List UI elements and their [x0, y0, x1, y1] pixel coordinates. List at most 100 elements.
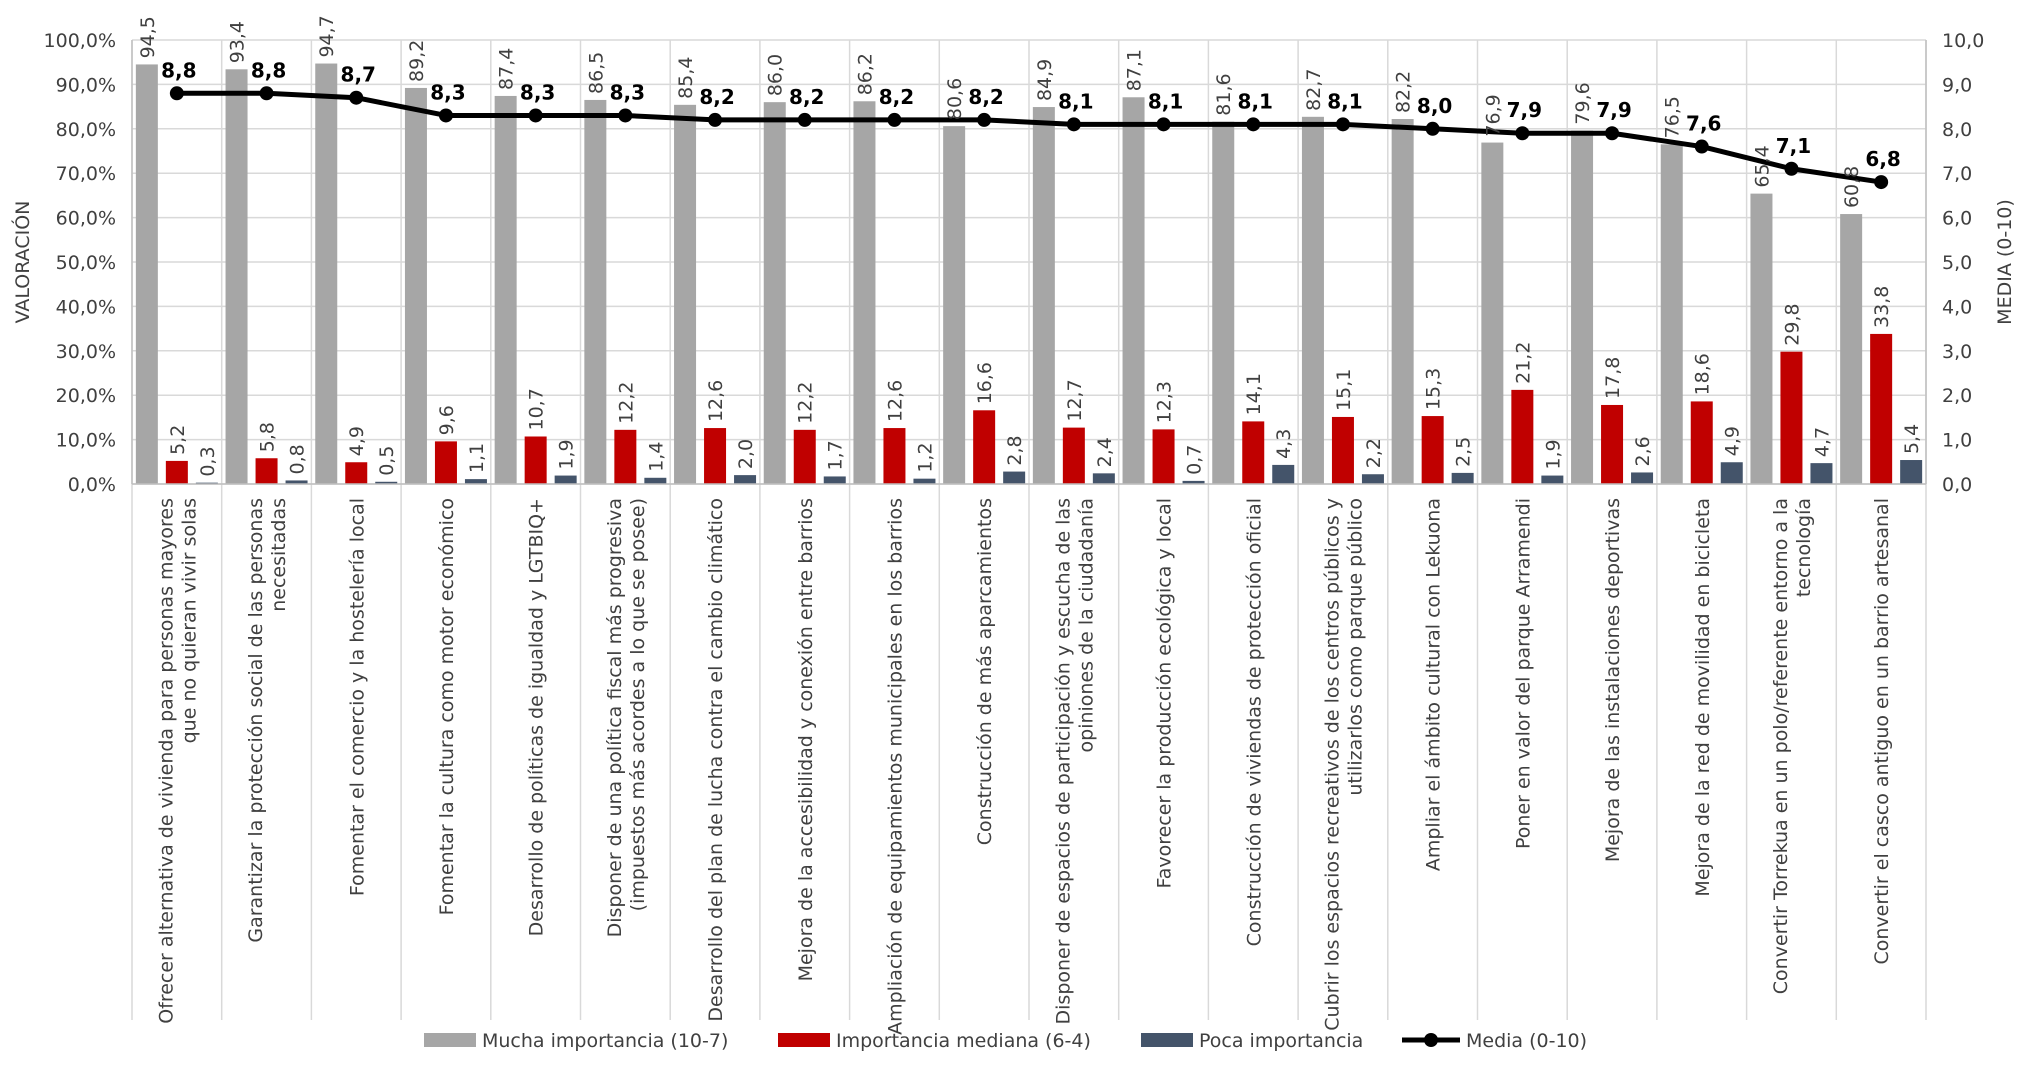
bar-mucha-importancia [763, 102, 786, 484]
data-label-media: 6,8 [1865, 147, 1900, 171]
data-label-media: 8,2 [699, 85, 734, 109]
gridlines [131, 39, 1927, 1020]
media-point [797, 112, 812, 127]
x-category-label: Construcción de más aparcamientos [974, 498, 996, 845]
media-point [1425, 121, 1440, 136]
data-label-mediana: 5,8 [257, 422, 279, 452]
data-label-mucha: 81,6 [1213, 73, 1235, 115]
x-category-label: Fomentar la cultura como motor económico [436, 498, 458, 915]
data-label-poca: 5,4 [1901, 424, 1923, 454]
media-point [438, 108, 453, 123]
y2-tick-label: 0,0 [1942, 474, 1972, 496]
x-category-label: utilizarlos como parque público [1344, 498, 1366, 796]
data-label-poca: 2,5 [1453, 437, 1475, 467]
bar-mucha-importancia [225, 69, 248, 484]
y2-tick-label: 1,0 [1942, 430, 1972, 452]
bar-poca-importancia [644, 477, 667, 484]
data-label-poca: 2,2 [1363, 438, 1385, 468]
bar-poca-importancia [1361, 474, 1384, 484]
data-label-mediana: 12,2 [615, 382, 637, 424]
data-label-media: 8,8 [161, 58, 196, 82]
bar-mucha-importancia [1481, 142, 1504, 484]
data-label-mucha: 79,6 [1572, 82, 1594, 124]
data-label-mediana: 33,8 [1871, 286, 1893, 328]
data-label-media: 8,2 [968, 85, 1003, 109]
data-label-poca: 4,3 [1273, 429, 1295, 459]
y-tick-label: 30,0% [56, 341, 116, 363]
bar-poca-importancia [1451, 472, 1474, 484]
media-point [1784, 161, 1799, 176]
bar-poca-importancia [1720, 462, 1743, 484]
data-label-mucha: 65,4 [1751, 145, 1773, 187]
media-point [169, 86, 184, 101]
data-label-poca: 1,4 [645, 442, 667, 472]
y2-tick-label: 9,0 [1942, 74, 1972, 96]
legend-label: Poca importancia [1199, 1030, 1363, 1052]
data-label-mucha: 85,4 [675, 57, 697, 99]
x-category-label: Favorecer la producción ecológica y loca… [1154, 498, 1176, 888]
data-label-media: 7,1 [1776, 134, 1811, 158]
x-category-label: Desarrollo del plan de lucha contra el c… [705, 498, 727, 1022]
bar-mucha-importancia [1212, 121, 1235, 485]
media-point [1066, 117, 1081, 132]
media-point [528, 108, 543, 123]
bar-importancia-mediana [1870, 333, 1893, 484]
media-point [259, 86, 274, 101]
data-label-mediana: 10,7 [526, 388, 548, 430]
data-label-media: 8,2 [789, 85, 824, 109]
data-label-poca: 1,2 [914, 442, 936, 472]
bar-poca-importancia [823, 476, 846, 484]
x-category-label: necesitadas [268, 498, 290, 612]
x-category-label: Garantizar la protección social de las p… [245, 498, 267, 943]
bar-poca-importancia [1003, 471, 1026, 484]
y-tick-label: 80,0% [56, 119, 116, 141]
x-category-label: Disponer de espacios de participación y … [1052, 498, 1074, 1024]
legend: Mucha importancia (10-7) Importancia medi… [424, 1030, 1587, 1052]
data-label-mediana: 17,8 [1602, 357, 1624, 399]
data-label-poca: 0,5 [376, 446, 398, 476]
data-label-mediana: 29,8 [1781, 303, 1803, 345]
data-label-mucha: 76,9 [1482, 94, 1504, 136]
x-category-label: Fomentar el comercio y la hostelería loc… [346, 498, 368, 896]
bar-poca-importancia [1810, 463, 1833, 484]
x-category-label: Cubrir los espacios recreativos de los c… [1321, 498, 1343, 1031]
bar-poca-importancia [1092, 473, 1115, 484]
media-point [1156, 117, 1171, 132]
data-label-media: 8,3 [610, 80, 645, 104]
x-category-label: Poner en valor del parque Arramendi [1512, 498, 1534, 849]
y2-tick-label: 7,0 [1942, 163, 1972, 185]
x-category-label: tecnología [1793, 498, 1815, 597]
media-point [349, 90, 364, 105]
data-label-mucha: 93,4 [227, 21, 249, 63]
y-tick-label: 20,0% [56, 385, 116, 407]
data-labels: 94,5 93,4 94,7 89,2 87,4 86,5 85,4 86,0 86,2 80,6… [137, 15, 1923, 476]
media-point [1694, 139, 1709, 154]
bar-importancia-mediana [1780, 351, 1803, 484]
x-category-label: Desarrollo de políticas de igualdad y LG… [526, 498, 548, 936]
y2-tick-label: 6,0 [1942, 208, 1972, 230]
bar-importancia-mediana [1421, 416, 1444, 484]
bar-importancia-mediana [704, 428, 727, 484]
y2-tick-label: 3,0 [1942, 341, 1972, 363]
data-label-poca: 2,4 [1094, 437, 1116, 467]
data-label-poca: 0,8 [287, 444, 309, 474]
bar-mucha-importancia [584, 99, 607, 484]
bar-mucha-importancia [404, 87, 427, 485]
data-label-mediana: 15,3 [1423, 368, 1445, 410]
media-line-group [169, 86, 1889, 190]
data-label-media: 8,1 [1148, 89, 1183, 113]
x-category-label: Disponer de una política fiscal más prog… [604, 498, 626, 937]
data-label-media: 8,3 [430, 80, 465, 104]
data-label-poca: 1,7 [825, 440, 847, 470]
y2-tick-label: 4,0 [1942, 296, 1972, 318]
bar-importancia-mediana [1331, 416, 1354, 484]
y2-tick-label: 8,0 [1942, 119, 1972, 141]
bar-mucha-importancia [135, 64, 158, 485]
media-point [618, 108, 633, 123]
y2-tick-label: 5,0 [1942, 252, 1972, 274]
bar-importancia-mediana [614, 429, 637, 484]
x-category-label: Ofrecer alternativa de vivienda para per… [155, 498, 177, 1024]
data-label-poca: 0,3 [197, 446, 219, 476]
bars [135, 63, 1923, 485]
x-category-label: Construcción de viviendas de protección … [1243, 498, 1265, 946]
